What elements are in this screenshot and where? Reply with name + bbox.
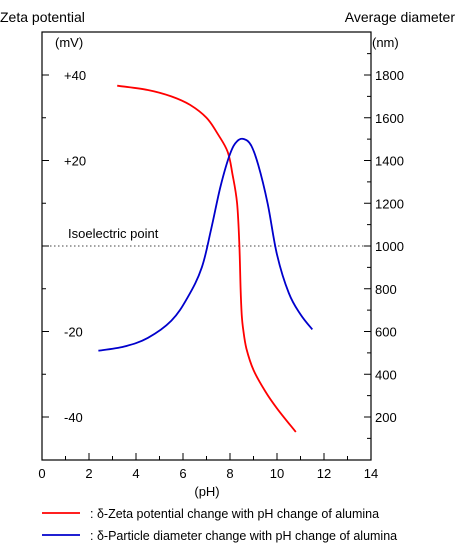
right-tick-label: 1200 [375,196,404,211]
x-tick-label: 14 [364,466,378,481]
left-tick-label: -40 [64,410,83,425]
isoelectric-point-label: Isoelectric point [68,226,159,241]
x-axis-label: (pH) [194,484,219,499]
right-axis-title: Average diameter [345,9,456,25]
right-tick-label: 400 [375,367,397,382]
right-tick-label: 1400 [375,154,404,169]
right-tick-label: 1800 [375,68,404,83]
right-tick-label: 1600 [375,111,404,126]
left-tick-label: -20 [64,325,83,340]
right-tick-label: 1000 [375,239,404,254]
right-tick-label: 200 [375,410,397,425]
x-tick-label: 4 [132,466,139,481]
x-tick-label: 12 [317,466,331,481]
x-tick-label: 8 [226,466,233,481]
axis-ticks: 0 2 4 6 8 10 12 14 +40 +20 -20 -40 200 400 600 800 1000 1… [38,53,404,481]
x-tick-label: 6 [179,466,186,481]
right-axis-unit: (nm) [372,35,399,50]
x-tick-label: 10 [270,466,284,481]
right-tick-label: 800 [375,282,397,297]
series-lines [98,84,313,433]
chart-text: Zeta potential Average diameter (mV) (nm… [0,9,455,543]
x-tick-label: 2 [85,466,92,481]
left-axis-title: Zeta potential [0,9,85,25]
legend [42,512,80,536]
axes [41,31,372,461]
left-tick-label: +20 [64,154,86,169]
particle-diameter-line [98,137,313,352]
zeta-potential-line [117,84,297,433]
left-tick-label: +40 [64,68,86,83]
legend-diameter-text: : δ-Particle diameter change with pH cha… [90,529,397,543]
x-tick-label: 0 [38,466,45,481]
left-axis-unit: (mV) [55,35,83,50]
legend-zeta-text: : δ-Zeta potential change with pH change… [90,507,379,521]
right-tick-label: 600 [375,325,397,340]
